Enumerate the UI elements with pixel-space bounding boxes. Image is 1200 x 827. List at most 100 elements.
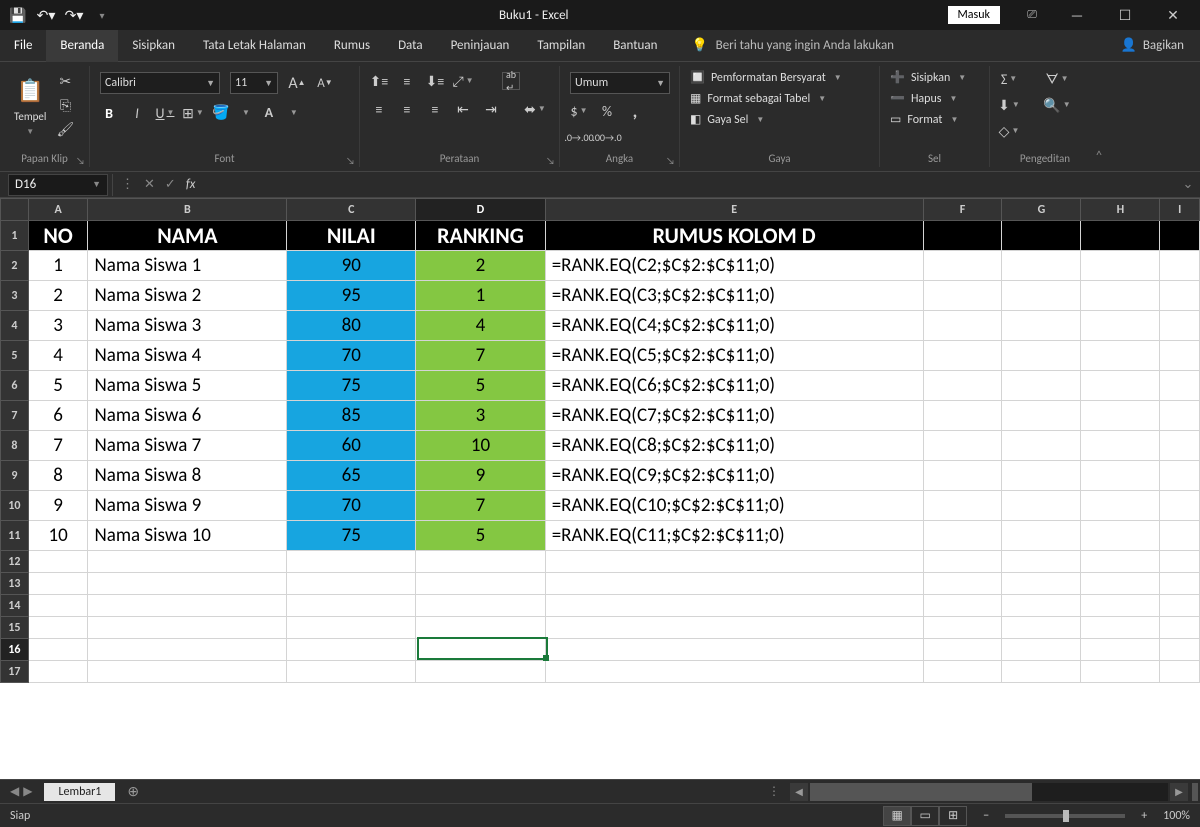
cell[interactable]: Nama Siswa 5 <box>88 371 287 401</box>
col-header[interactable]: D <box>416 199 546 221</box>
underline-button[interactable]: U▼ <box>156 104 174 122</box>
cell[interactable]: 5 <box>416 371 546 401</box>
cell[interactable] <box>1081 371 1160 401</box>
cell[interactable]: Nama Siswa 1 <box>88 251 287 281</box>
enter-formula-icon[interactable]: ✓ <box>165 177 176 192</box>
row-header[interactable]: 17 <box>1 661 29 683</box>
cell[interactable] <box>1081 251 1160 281</box>
sort-filter-icon[interactable]: ᗊ▼ <box>1048 70 1066 88</box>
cell[interactable]: =RANK.EQ(C4;$C$2:$C$11;0) <box>545 311 923 341</box>
cell[interactable] <box>88 573 287 595</box>
cell[interactable] <box>1160 491 1200 521</box>
cell[interactable]: Nama Siswa 8 <box>88 461 287 491</box>
cell[interactable] <box>923 573 1002 595</box>
cell[interactable] <box>88 617 287 639</box>
dialog-launcher-icon[interactable]: ↘ <box>666 154 675 167</box>
fx-icon[interactable]: fx <box>186 177 196 192</box>
cell[interactable] <box>88 639 287 661</box>
cell[interactable]: =RANK.EQ(C5;$C$2:$C$11;0) <box>545 341 923 371</box>
scroll-right-icon[interactable]: ▶ <box>1170 783 1188 801</box>
cell[interactable] <box>416 661 546 683</box>
cell[interactable] <box>545 551 923 573</box>
conditional-formatting-button[interactable]: 🔲Pemformatan Bersyarat▼ <box>690 70 842 85</box>
align-middle-icon[interactable]: ≡ <box>398 72 416 90</box>
cell[interactable] <box>1160 401 1200 431</box>
view-page-layout-icon[interactable]: ▭ <box>911 806 939 826</box>
cell[interactable] <box>923 221 1002 251</box>
view-normal-icon[interactable]: ▦ <box>883 806 911 826</box>
cell[interactable] <box>1081 617 1160 639</box>
shrink-font-icon[interactable]: A▼ <box>316 74 334 92</box>
cell[interactable] <box>1002 221 1081 251</box>
worksheet-grid[interactable]: ABCDEFGHI1NONAMANILAIRANKINGRUMUS KOLOM … <box>0 198 1200 779</box>
border-button[interactable]: ⊞▼ <box>184 104 202 122</box>
cell[interactable]: 70 <box>287 341 416 371</box>
cell[interactable] <box>416 595 546 617</box>
cell[interactable] <box>28 661 88 683</box>
tab-data[interactable]: Data <box>384 30 437 62</box>
clear-icon[interactable]: ◇▼ <box>1000 122 1018 140</box>
tab-home[interactable]: Beranda <box>46 30 118 62</box>
tab-formulas[interactable]: Rumus <box>320 30 384 62</box>
cell[interactable] <box>28 551 88 573</box>
cell-styles-button[interactable]: ◧Gaya Sel▼ <box>690 112 764 127</box>
cell[interactable]: 6 <box>28 401 88 431</box>
tab-view[interactable]: Tampilan <box>523 30 599 62</box>
name-box[interactable]: D16▼ <box>8 174 108 196</box>
row-header[interactable]: 8 <box>1 431 29 461</box>
cell[interactable]: Nama Siswa 9 <box>88 491 287 521</box>
cell[interactable] <box>416 573 546 595</box>
signin-button[interactable]: Masuk <box>948 6 1000 24</box>
ribbon-display-icon[interactable]: ⎚ <box>1012 0 1052 30</box>
cell[interactable] <box>1160 221 1200 251</box>
cell[interactable] <box>28 573 88 595</box>
cell[interactable]: 7 <box>416 491 546 521</box>
cell[interactable]: Nama Siswa 10 <box>88 521 287 551</box>
row-header[interactable]: 10 <box>1 491 29 521</box>
cell[interactable]: 3 <box>416 401 546 431</box>
col-header[interactable]: G <box>1002 199 1081 221</box>
cell[interactable] <box>923 431 1002 461</box>
scroll-split-handle[interactable] <box>1192 783 1198 801</box>
cell[interactable] <box>1002 401 1081 431</box>
cell[interactable] <box>1002 431 1081 461</box>
sheet-tab-active[interactable]: Lembar1 <box>44 783 115 801</box>
cell[interactable] <box>923 491 1002 521</box>
decrease-decimal-icon[interactable]: .00→.0 <box>598 128 616 146</box>
percent-icon[interactable]: % <box>598 102 616 120</box>
row-header[interactable]: 4 <box>1 311 29 341</box>
cell[interactable]: RANKING <box>416 221 546 251</box>
cell[interactable]: Nama Siswa 3 <box>88 311 287 341</box>
cell[interactable]: 9 <box>28 491 88 521</box>
format-painter-icon[interactable]: 🖌 <box>56 120 74 138</box>
orientation-icon[interactable]: ⤢▼ <box>454 72 472 90</box>
cell[interactable] <box>1081 401 1160 431</box>
cell[interactable]: =RANK.EQ(C10;$C$2:$C$11;0) <box>545 491 923 521</box>
cell[interactable] <box>1160 281 1200 311</box>
row-header[interactable]: 11 <box>1 521 29 551</box>
cell[interactable]: 75 <box>287 521 416 551</box>
cell[interactable]: 90 <box>287 251 416 281</box>
row-header[interactable]: 16 <box>1 639 29 661</box>
scroll-left-icon[interactable]: ◀ <box>790 783 808 801</box>
font-name-select[interactable]: Calibri▼ <box>100 72 220 94</box>
align-center-icon[interactable]: ≡ <box>398 100 416 118</box>
cut-icon[interactable]: ✂ <box>56 72 74 90</box>
cell[interactable] <box>1081 521 1160 551</box>
cell[interactable] <box>1160 521 1200 551</box>
row-header[interactable]: 3 <box>1 281 29 311</box>
fill-color-button[interactable]: 🪣 <box>212 104 230 122</box>
cancel-formula-icon[interactable]: ✕ <box>144 177 155 192</box>
cell[interactable] <box>416 639 546 661</box>
col-header[interactable]: F <box>923 199 1002 221</box>
cell[interactable] <box>1081 431 1160 461</box>
zoom-out-icon[interactable]: − <box>983 809 989 823</box>
cell[interactable]: RUMUS KOLOM D <box>545 221 923 251</box>
cell[interactable]: 4 <box>28 341 88 371</box>
cell[interactable]: 3 <box>28 311 88 341</box>
cell[interactable] <box>545 661 923 683</box>
cell[interactable] <box>545 617 923 639</box>
cell[interactable] <box>923 617 1002 639</box>
cell[interactable] <box>1160 595 1200 617</box>
increase-indent-icon[interactable]: ⇥ <box>482 100 500 118</box>
